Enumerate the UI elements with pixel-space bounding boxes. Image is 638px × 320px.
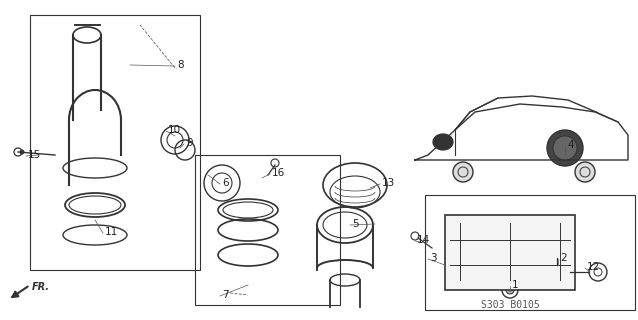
Text: 12: 12 [587, 262, 600, 272]
Text: 16: 16 [272, 168, 285, 178]
Text: 11: 11 [105, 227, 118, 237]
Text: 4: 4 [567, 140, 574, 150]
Bar [195, 155, 340, 305]
Ellipse shape [433, 134, 453, 150]
Text: 9: 9 [186, 138, 193, 148]
Bar [445, 215, 575, 290]
Text: S303 B0105: S303 B0105 [480, 300, 539, 310]
Circle shape [453, 162, 473, 182]
Circle shape [575, 162, 595, 182]
Text: 15: 15 [28, 150, 41, 160]
Text: 3: 3 [430, 253, 436, 263]
Text: 14: 14 [417, 235, 430, 245]
Bar [30, 15, 200, 270]
Text: 1: 1 [512, 280, 519, 290]
Bar [425, 195, 635, 310]
Text: 13: 13 [382, 178, 396, 188]
Text: 7: 7 [222, 290, 228, 300]
Text: 8: 8 [177, 60, 184, 70]
Circle shape [20, 150, 24, 154]
Text: 5: 5 [352, 219, 359, 229]
Ellipse shape [553, 136, 577, 160]
Text: FR.: FR. [32, 282, 50, 292]
Text: 6: 6 [222, 178, 228, 188]
Ellipse shape [547, 130, 583, 166]
Text: 2: 2 [560, 253, 567, 263]
Text: 10: 10 [168, 125, 181, 135]
Circle shape [506, 286, 514, 294]
